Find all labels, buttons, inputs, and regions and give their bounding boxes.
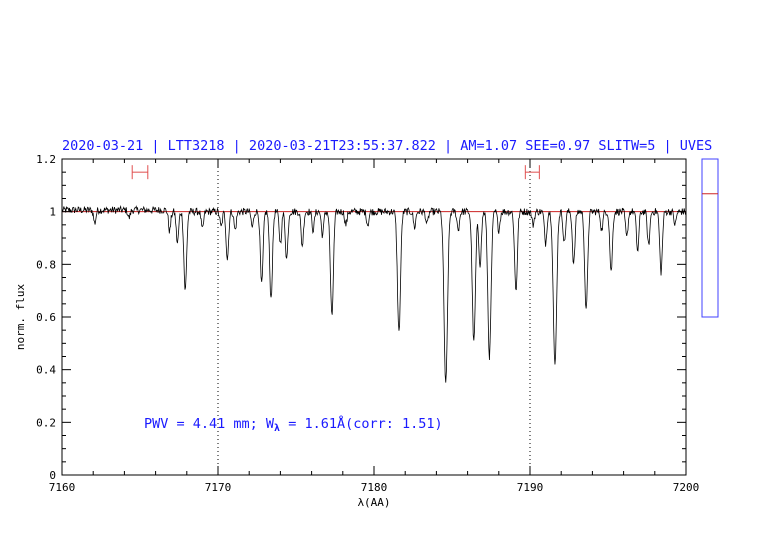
pwv-annotation-subscript: λ (274, 423, 280, 434)
y-tick-label: 1 (49, 206, 56, 219)
pwv-annotation-prefix: PWV = 4.41 mm; W (144, 416, 275, 432)
x-axis-label: λ(AA) (357, 496, 390, 509)
x-tick-label: 7160 (49, 481, 76, 494)
y-tick-label: 0.2 (36, 416, 56, 429)
spectrum-series-group (61, 205, 687, 383)
y-tick-label: 1.2 (36, 153, 56, 166)
x-tick-label: 7200 (673, 481, 700, 494)
y-axis-ticks: 0 0.2 0.4 0.6 0.8 1 1.2 (36, 153, 686, 482)
y-tick-label: 0.8 (36, 258, 56, 271)
range-markers (131, 165, 540, 180)
y-tick-label: 0.4 (36, 364, 56, 377)
x-tick-label: 7180 (361, 481, 388, 494)
y-tick-label: 0 (49, 469, 56, 482)
pwv-annotation-suffix: = 1.61Å(corr: 1.51) (280, 415, 443, 432)
y-axis-label: norm. flux (14, 284, 27, 351)
range-marker-0 (131, 165, 149, 180)
chart-title: 2020-03-21 | LTT3218 | 2020-03-21T23:55:… (62, 138, 712, 154)
x-tick-label: 7190 (517, 481, 544, 494)
x-axis-ticks: 7160 7170 7180 7190 7200 (49, 159, 700, 494)
spectrum-line (61, 205, 687, 383)
x-tick-label: 7170 (205, 481, 232, 494)
pwv-annotation: PWV = 4.41 mm; Wλ = 1.61Å(corr: 1.51) (144, 415, 443, 434)
side-panel-box (701, 158, 719, 318)
y-tick-label: 0.6 (36, 311, 56, 324)
range-marker-1 (524, 165, 540, 180)
